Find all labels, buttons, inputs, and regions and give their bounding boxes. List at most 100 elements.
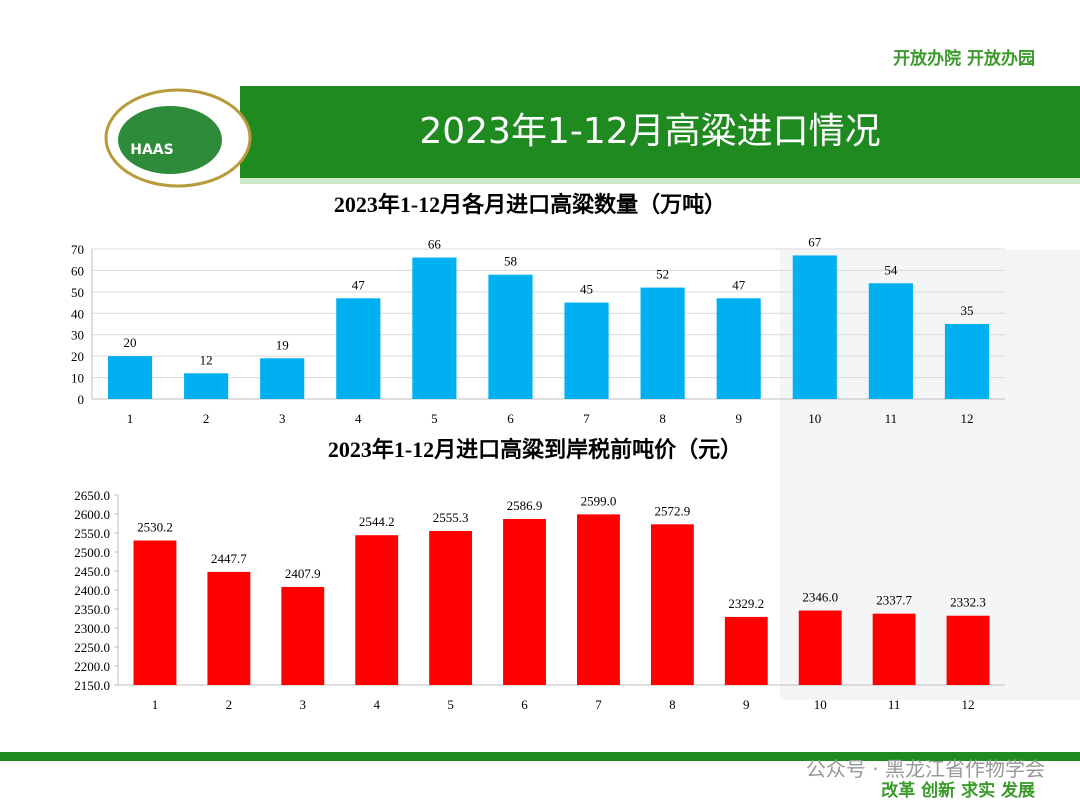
data-label: 2407.9 <box>285 566 321 581</box>
data-label: 2337.7 <box>876 593 912 608</box>
footer-line <box>0 752 1080 761</box>
title-band <box>240 86 1080 178</box>
bar <box>336 298 381 399</box>
data-label: 12 <box>200 352 213 367</box>
data-label: 45 <box>580 282 593 297</box>
motto: 改革 创新 求实 发展 <box>881 780 1035 801</box>
x-tick-label: 3 <box>279 411 286 426</box>
x-tick-label: 7 <box>595 697 602 712</box>
data-label: 2599.0 <box>581 493 617 508</box>
x-tick-label: 9 <box>743 697 750 712</box>
x-tick-label: 5 <box>447 697 454 712</box>
y-tick-label: 2250.0 <box>74 640 110 655</box>
bar <box>792 255 837 399</box>
data-label: 2332.3 <box>950 595 986 610</box>
slogan: 开放办院 开放办园 <box>893 48 1035 69</box>
data-label: 47 <box>352 277 366 292</box>
y-tick-label: 0 <box>78 392 85 407</box>
bar <box>412 257 457 399</box>
data-label: 20 <box>124 335 137 350</box>
data-label: 54 <box>884 262 898 277</box>
y-tick-label: 2500.0 <box>74 545 110 560</box>
x-tick-label: 8 <box>659 411 666 426</box>
x-tick-label: 12 <box>960 411 973 426</box>
watermark: 公众号 · 黑龙江省作物学会 <box>806 757 1045 781</box>
bar <box>577 514 620 685</box>
x-tick-label: 7 <box>583 411 590 426</box>
data-label: 19 <box>276 337 289 352</box>
logo <box>118 106 222 174</box>
y-tick-label: 2200.0 <box>74 659 110 674</box>
y-tick-label: 10 <box>71 371 84 386</box>
logo-text: HAAS <box>130 142 173 158</box>
y-tick-label: 2650.0 <box>74 488 110 503</box>
bar <box>868 283 913 399</box>
y-tick-label: 50 <box>71 285 84 300</box>
y-tick-label: 2150.0 <box>74 678 110 693</box>
x-tick-label: 2 <box>226 697 233 712</box>
bar <box>946 615 990 685</box>
chart-title: 2023年1-12月各月进口高粱数量（万吨） <box>334 192 726 217</box>
x-tick-label: 8 <box>669 697 676 712</box>
data-label: 58 <box>504 254 517 269</box>
y-tick-label: 2600.0 <box>74 507 110 522</box>
data-label: 47 <box>732 277 746 292</box>
bar <box>724 616 768 685</box>
x-tick-label: 4 <box>355 411 362 426</box>
y-tick-label: 2350.0 <box>74 602 110 617</box>
x-tick-label: 6 <box>507 411 514 426</box>
bar <box>488 274 533 399</box>
bar <box>650 524 694 685</box>
data-label: 67 <box>808 234 822 249</box>
bar <box>107 356 153 399</box>
bar <box>429 530 473 685</box>
data-label: 2572.9 <box>655 503 691 518</box>
x-tick-label: 5 <box>431 411 438 426</box>
chart-title: 2023年1-12月进口高粱到岸税前吨价（元） <box>328 437 742 462</box>
x-tick-label: 2 <box>203 411 210 426</box>
bar <box>503 518 546 685</box>
x-tick-label: 1 <box>152 697 159 712</box>
x-tick-label: 11 <box>888 697 901 712</box>
y-tick-label: 2550.0 <box>74 526 110 541</box>
data-label: 2544.2 <box>359 514 395 529</box>
data-label: 66 <box>428 237 442 252</box>
x-tick-label: 9 <box>735 411 742 426</box>
title-band-edge <box>240 178 1080 184</box>
x-tick-label: 10 <box>808 411 821 426</box>
bar <box>564 302 609 399</box>
y-tick-label: 2450.0 <box>74 564 110 579</box>
bar <box>355 535 399 685</box>
bar <box>260 358 305 399</box>
data-label: 2346.0 <box>802 590 838 605</box>
bar <box>944 324 990 399</box>
y-tick-label: 60 <box>71 263 84 278</box>
y-tick-label: 20 <box>71 349 84 364</box>
x-tick-label: 11 <box>885 411 898 426</box>
bar <box>281 586 325 685</box>
data-label: 35 <box>960 303 973 318</box>
y-tick-label: 30 <box>71 328 84 343</box>
y-tick-label: 40 <box>71 306 84 321</box>
bar <box>207 571 251 685</box>
bar <box>640 287 685 399</box>
x-tick-label: 6 <box>521 697 528 712</box>
data-label: 2555.3 <box>433 510 469 525</box>
y-tick-label: 70 <box>71 242 84 257</box>
bar <box>133 540 177 685</box>
bar <box>798 610 842 685</box>
x-tick-label: 10 <box>814 697 827 712</box>
bar <box>716 298 761 399</box>
data-label: 2329.2 <box>728 596 764 611</box>
x-tick-label: 12 <box>962 697 975 712</box>
x-tick-label: 4 <box>373 697 380 712</box>
y-tick-label: 2400.0 <box>74 583 110 598</box>
data-label: 2586.9 <box>507 498 543 513</box>
bar <box>872 613 916 685</box>
slide-title: 2023年1-12月高粱进口情况 <box>419 111 880 152</box>
y-tick-label: 2300.0 <box>74 621 110 636</box>
data-label: 2530.2 <box>137 520 173 535</box>
x-tick-label: 1 <box>127 411 134 426</box>
